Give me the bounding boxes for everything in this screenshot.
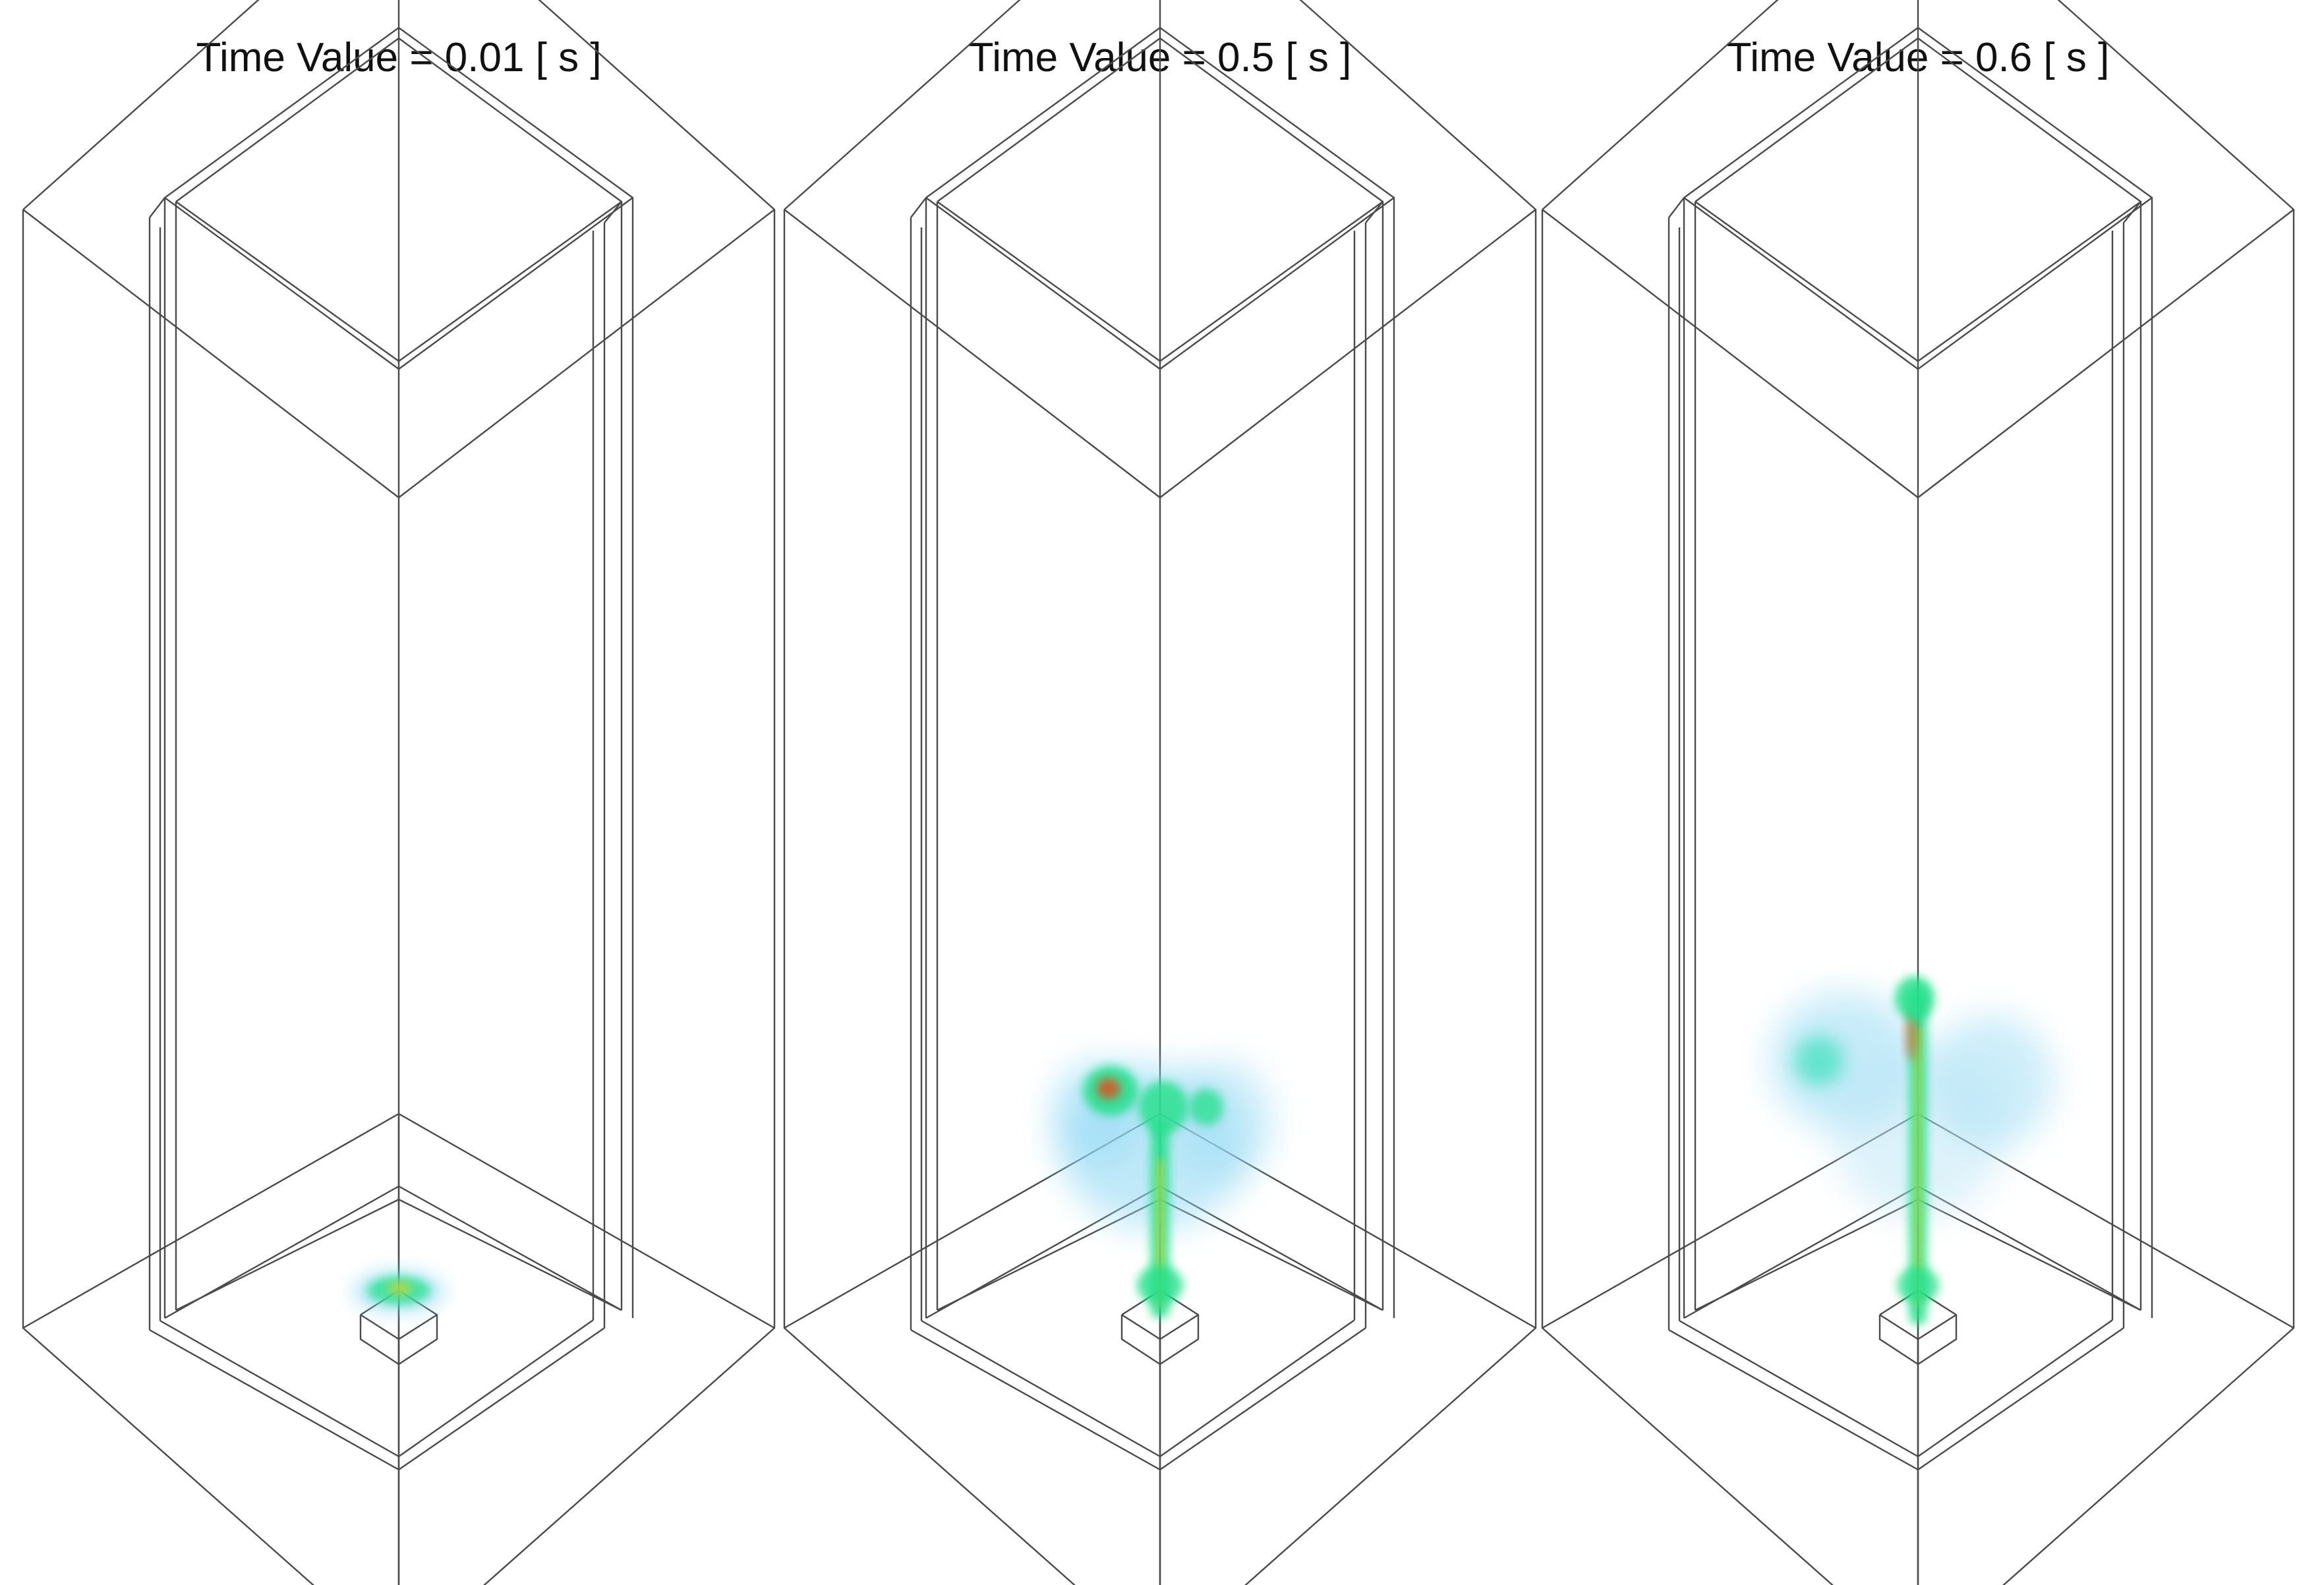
plume (1051, 1061, 1272, 1318)
panel-t0.6: Time Value = 0.6 [ s ] (1541, 0, 2295, 1585)
domain-wireframe (1541, 0, 2295, 1585)
panel-t0.5: Time Value = 0.5 [ s ] (783, 0, 1537, 1585)
domain-wireframe (783, 0, 1537, 1585)
panel-t0.01: Time Value = 0.01 [ s ] (22, 0, 776, 1585)
plume (1770, 976, 2053, 1325)
domain-wireframe (22, 0, 776, 1585)
plume (353, 1271, 445, 1313)
